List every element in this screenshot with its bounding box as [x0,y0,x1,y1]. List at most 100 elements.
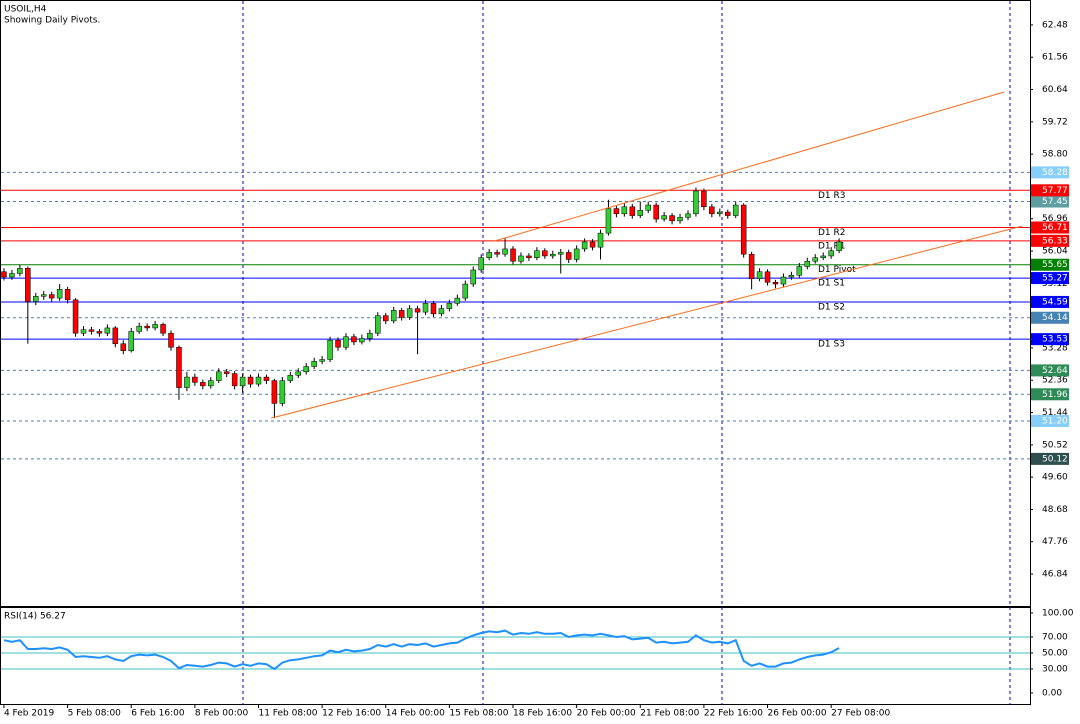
y-tick-label: 56.96 [1042,214,1068,224]
candle-body [581,241,588,250]
candle-body [669,215,675,222]
pivot-price-label: 56.33 [1042,236,1068,246]
trendline [271,225,1023,419]
pivot-name: D1 R3 [818,191,846,201]
candle-body [152,324,158,329]
chart-subtitle: Showing Daily Pivots. [4,16,100,26]
candle-body [17,267,23,274]
candle-body [215,371,222,381]
pivot-name: D1 Pivot [818,265,856,275]
candle-body [184,376,190,388]
y-tick-label: 59.72 [1042,117,1068,127]
rsi-tick-label: 30.00 [1042,665,1068,675]
candle-body [796,266,803,276]
candle-body [414,308,421,313]
candle-body [223,371,230,374]
pivot-name: D1 S3 [818,340,845,350]
y-tick-label: 53.28 [1042,343,1068,353]
candle-body [605,208,612,234]
candle-body [40,294,47,297]
candle-body [462,283,469,299]
candle-body [653,204,659,220]
x-tick-label: 15 Feb 08:00 [449,709,508,719]
candle-body [557,252,564,255]
candle-body [295,371,302,376]
x-tick-label: 12 Feb 16:00 [322,709,381,719]
candle-body [597,232,604,248]
candle-body [406,308,413,318]
y-tick-label: 50.52 [1042,440,1068,450]
candle-body [271,380,278,404]
level-price-label: 51.96 [1042,390,1068,400]
x-tick-label: 20 Feb 00:00 [577,709,636,719]
candle-body [565,252,572,260]
level-price-label: 51.20 [1042,416,1068,426]
candle-body [828,250,834,257]
pivot-name: D1 R2 [818,228,846,238]
candle-body [327,339,333,360]
candle-body [589,241,596,248]
candle-body [367,332,373,339]
y-tick-label: 61.56 [1042,53,1068,63]
candle-body [645,204,651,211]
level-price-box [1031,388,1069,401]
candle-body [756,271,763,280]
candle-body [470,269,476,285]
x-tick-label: 26 Feb 00:00 [768,709,827,719]
candle-body [677,217,683,222]
x-tick-label: 11 Feb 08:00 [258,709,317,719]
pivot-price-box [1031,333,1069,346]
pivot-price-label: 54.59 [1042,297,1068,307]
candle-body [359,338,365,343]
candle-body [740,204,747,255]
level-price-box [1031,311,1069,324]
candle-body [748,253,755,280]
candle-body [438,308,445,315]
candle-body [279,380,286,404]
level-price-box [1031,195,1069,208]
level-price-box [1031,452,1069,465]
candle-body [64,289,71,301]
candle-body [788,275,795,278]
pivot-price-label: 57.77 [1042,186,1068,196]
candle-body [255,376,262,385]
candle-body [311,361,317,367]
candle-body [72,299,79,334]
candle-body [319,359,325,362]
candle-body [335,339,341,348]
rsi-title: RSI(14) 56.27 [4,612,66,622]
candle-body [661,215,667,220]
candle-body [144,325,150,329]
y-tick-label: 51.44 [1042,408,1068,418]
pivot-price-box [1031,258,1069,271]
level-price-box [1031,166,1069,179]
candle-body [80,329,87,334]
candle-body [542,250,548,257]
pivot-price-box [1031,234,1069,247]
candle-body [629,206,636,216]
level-price-label: 52.64 [1042,366,1068,376]
candle-body [502,248,508,255]
candle-body [136,325,142,332]
candle-body [621,206,628,215]
candle-body [701,190,707,208]
level-price-label: 57.45 [1042,197,1068,207]
candle-body [263,376,270,381]
candle-body [56,289,63,299]
level-price-label: 54.14 [1042,313,1068,323]
pivot-name: D1 S1 [818,279,845,289]
candle-body [390,310,397,322]
candle-body [812,257,819,262]
candle-body [422,303,429,313]
x-tick-label: 21 Feb 08:00 [640,709,699,719]
y-tick-label: 47.76 [1042,537,1068,547]
y-tick-label: 52.36 [1042,376,1068,386]
level-price-label: 50.12 [1042,454,1068,464]
candle-body [383,315,389,322]
candle-body [239,376,246,387]
x-tick-label: 14 Feb 00:00 [386,709,445,719]
candle-body [637,210,644,216]
candle-body [717,211,723,215]
candle-body [764,271,771,283]
